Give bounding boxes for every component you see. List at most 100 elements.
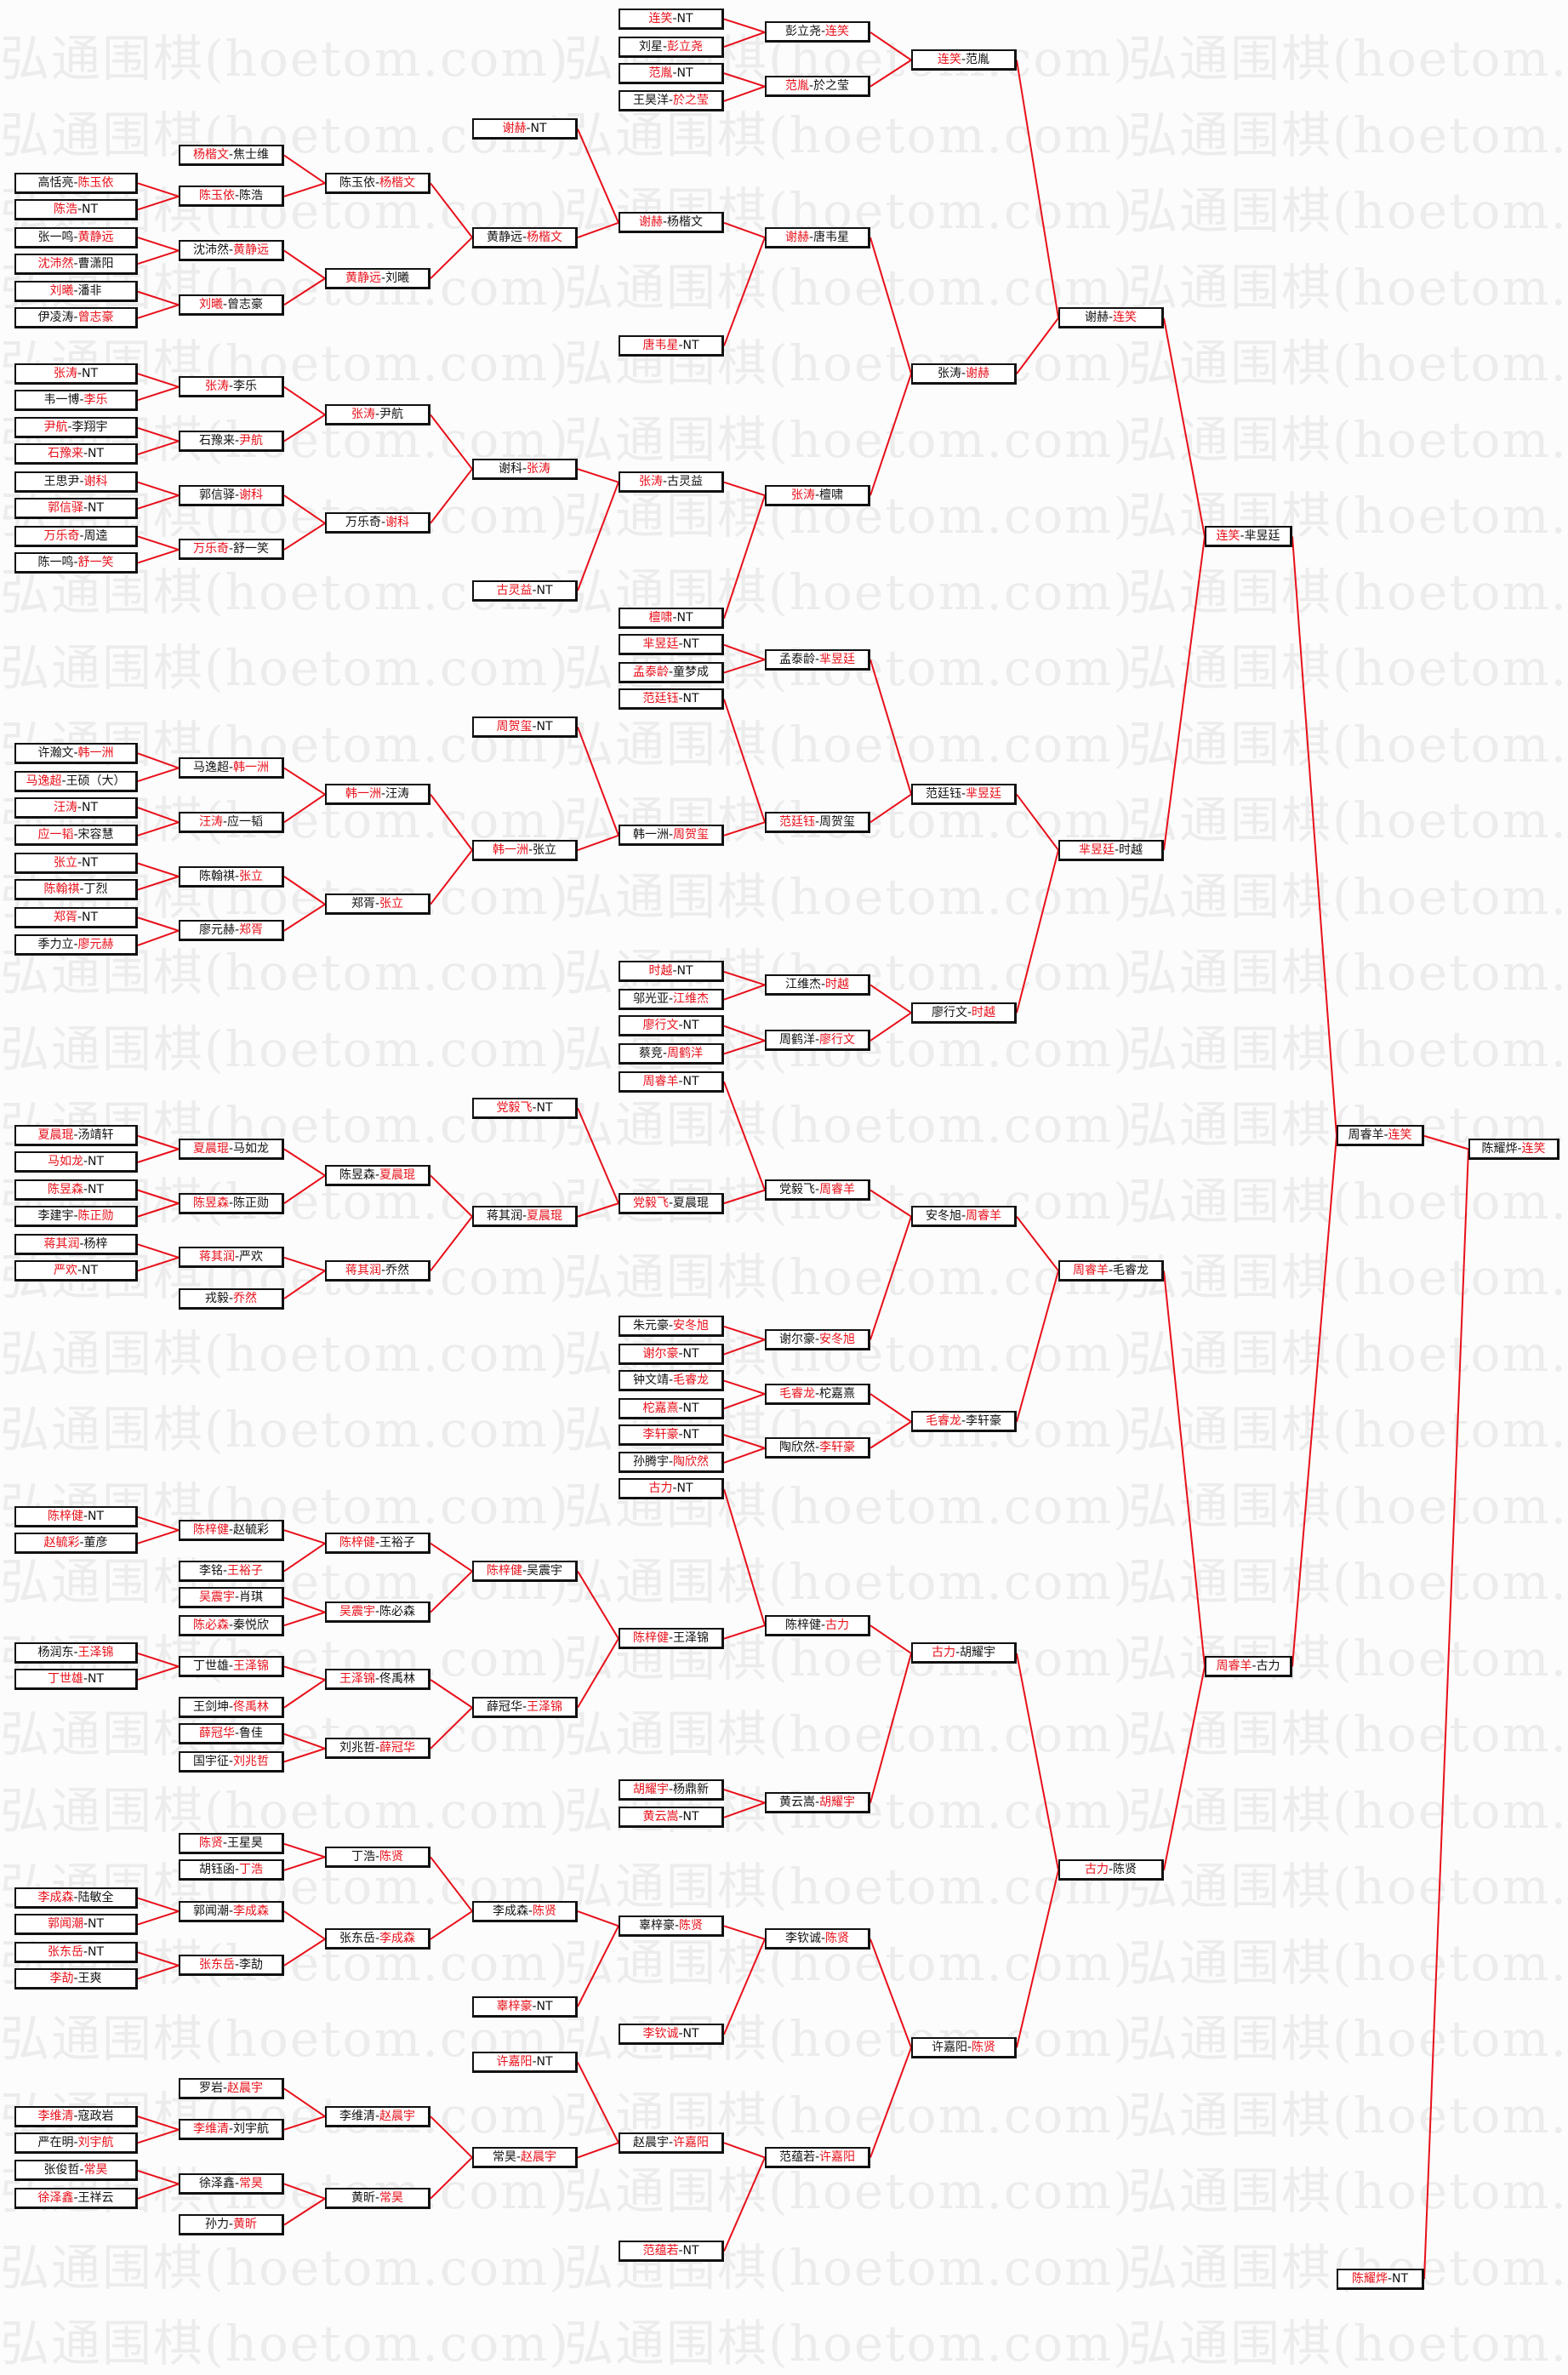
connector-line	[283, 793, 326, 824]
player-name: 董彦	[83, 1536, 108, 1550]
winner-name: 陈翰祺	[43, 882, 80, 896]
match-box: 高恬亮-陈玉依	[14, 173, 138, 194]
match-box: 万乐奇-周逵	[14, 526, 138, 547]
player-name: NT	[536, 584, 553, 597]
winner-name: 应一韬	[37, 828, 74, 842]
connector-line	[870, 1938, 912, 2048]
winner-name: 陈梓健	[192, 1523, 229, 1537]
match-box: 张东岳-NT	[14, 1942, 138, 1963]
connector-line	[723, 1789, 766, 1804]
separator: -	[961, 787, 966, 801]
separator: -	[820, 25, 826, 38]
connector-line	[137, 2128, 180, 2144]
player-name: 赵毓彩	[233, 1523, 270, 1537]
separator: -	[1383, 1128, 1388, 1142]
winner-name: 王泽锦	[233, 1659, 270, 1673]
separator: -	[61, 774, 66, 788]
winner-name: 刘兆哲	[233, 1755, 270, 1768]
player-name: 古灵益	[667, 475, 704, 488]
player-name: 秦悦欣	[233, 1619, 270, 1632]
player-name: NT	[88, 501, 105, 515]
winner-name: 时越	[825, 978, 850, 991]
match-box: 陈浩-NT	[14, 199, 138, 220]
match-box: 万乐奇-舒一笑	[179, 539, 284, 560]
winner-name: 陈正勋	[77, 1209, 114, 1223]
connector-line	[137, 494, 180, 510]
match-box: 周睿羊-毛睿龙	[1058, 1260, 1164, 1282]
separator: -	[961, 367, 966, 380]
separator: -	[955, 1646, 961, 1659]
match-box: 廖元赫-郑胥	[179, 920, 284, 941]
separator: -	[234, 488, 240, 502]
winner-name: 范蕴若	[642, 2244, 679, 2258]
player-name: 孟泰龄	[778, 653, 815, 666]
connector-line	[137, 182, 180, 197]
connector-line	[723, 1925, 766, 1940]
match-box: 范蕴若-许嘉阳	[765, 2147, 870, 2168]
connector-line	[870, 31, 912, 61]
connector-line	[870, 2047, 912, 2158]
player-name: 唐韦星	[813, 231, 850, 244]
match-box: 黄昕-常昊	[325, 2188, 430, 2209]
connector-line	[430, 1706, 473, 1750]
match-box: 马逸超-王硕（大）	[14, 771, 138, 792]
connector-line	[1163, 317, 1206, 537]
separator: -	[234, 1250, 240, 1264]
connector-line	[577, 128, 619, 224]
player-name: 焦士维	[233, 148, 270, 162]
connector-line	[137, 1529, 180, 1544]
match-box: 孙腾宇-陶欣然	[619, 1452, 724, 1473]
winner-name: 江维杰	[673, 992, 710, 1006]
winner-name: 万乐奇	[192, 542, 229, 556]
connector-line	[723, 1189, 766, 1205]
separator: -	[222, 2081, 228, 2095]
separator: -	[73, 1209, 78, 1223]
player-name: 刘宇航	[233, 2122, 270, 2136]
player-name: 谢尔豪	[778, 1333, 815, 1346]
match-box: 王思尹-谢科	[14, 471, 138, 493]
match-box: 赵晨宇-许嘉阳	[619, 2132, 724, 2154]
match-box: 孟泰龄-芈昱廷	[765, 649, 870, 671]
separator: -	[228, 542, 234, 556]
match-box: 李成森-陈贤	[472, 1901, 578, 1922]
connector-line	[1423, 1149, 1469, 2280]
match-box: 张一鸣-黄静远	[14, 227, 138, 248]
player-name: NT	[682, 2027, 699, 2041]
player-name: NT	[682, 2244, 699, 2258]
player-name: 伊凌涛	[37, 311, 74, 324]
match-box: 马逸超-韩一洲	[179, 757, 284, 779]
winner-name: 汪涛	[198, 815, 223, 829]
connector-line	[870, 1216, 912, 1340]
connector-line	[1016, 1270, 1059, 1423]
winner-name: 芈昱廷	[819, 653, 856, 666]
separator: -	[1108, 1264, 1114, 1277]
match-box: 毛睿龙-李轩豪	[911, 1411, 1017, 1432]
connector-line	[430, 1216, 473, 1271]
player-name: 胡钰函	[198, 1863, 235, 1876]
winner-name: 谢赫	[638, 215, 663, 229]
match-box: 张涛-NT	[14, 363, 138, 385]
winner-name: 李轩豪	[642, 1428, 679, 1442]
separator: -	[522, 1564, 527, 1578]
separator: -	[814, 1796, 820, 1809]
separator: -	[380, 271, 386, 285]
connector-line	[137, 767, 180, 783]
connector-line	[283, 876, 326, 905]
winner-name: 安冬旭	[673, 1319, 710, 1333]
connector-line	[283, 385, 326, 416]
connector-line	[723, 984, 766, 1001]
separator: -	[961, 53, 966, 66]
winner-name: 薛冠华	[379, 1741, 416, 1755]
separator: -	[668, 1455, 674, 1469]
separator: -	[678, 637, 683, 651]
player-name: 刘兆哲	[339, 1741, 375, 1755]
player-name: 丁世雄	[192, 1659, 229, 1673]
player-name: NT	[536, 2000, 553, 2013]
player-name: 李乐	[233, 380, 258, 393]
match-box: 周睿羊-连笑	[1337, 1125, 1424, 1146]
connector-line	[723, 1039, 766, 1055]
match-box: 陈一鸣-舒一笑	[14, 552, 138, 574]
match-box: 刘曦-潘非	[14, 281, 138, 302]
player-name: NT	[82, 911, 99, 924]
separator: -	[814, 1333, 820, 1346]
